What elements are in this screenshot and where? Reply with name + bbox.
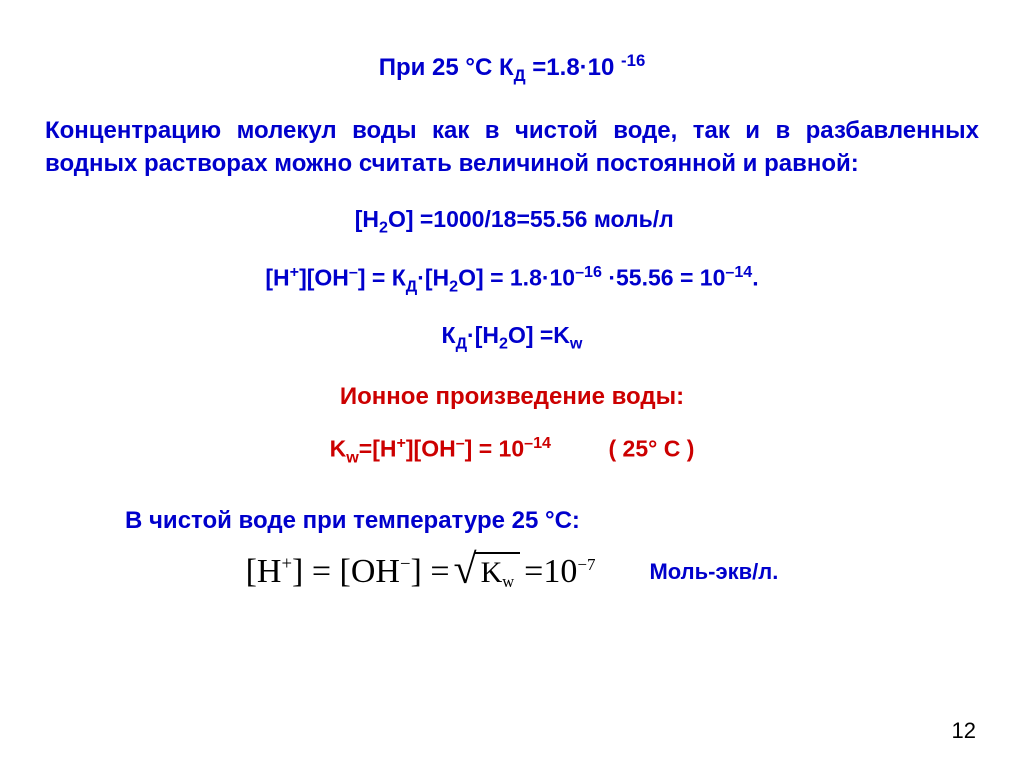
ion-product-derivation: [H+][OH–] = КД·[H2O] = 1.8·10–16 ·55.56 …: [45, 262, 979, 298]
s: –: [349, 263, 358, 281]
t: [H: [246, 553, 282, 590]
page-number: 12: [952, 718, 976, 744]
ionic-product-title: Ионное произведение воды:: [45, 381, 979, 413]
s: –16: [575, 263, 602, 281]
t: ] = [OH: [292, 553, 400, 590]
mol-ekv-label: Моль-экв/л.: [649, 559, 778, 585]
t: К: [442, 322, 456, 348]
h2o-concentration-eq: .[H2O] =1000/18=55.56 моль/л: [45, 204, 979, 239]
sub2: 2: [379, 219, 388, 237]
s: Д: [456, 334, 467, 352]
t2: O] =1000/18=55.56 моль/л: [388, 206, 674, 232]
sqrt: √ Kw: [454, 552, 521, 592]
t: [H: [265, 264, 289, 290]
sp: [551, 436, 609, 462]
t: .: [752, 264, 758, 290]
t: ][OH: [299, 264, 349, 290]
s: –14: [524, 434, 551, 452]
txt: При 25 °С К: [379, 54, 514, 81]
txt2: =1.8·10: [526, 54, 621, 81]
t: K: [330, 436, 347, 462]
t: O] =K: [508, 322, 570, 348]
s: +: [290, 263, 299, 281]
spacer: [45, 298, 979, 320]
t: =10: [524, 553, 577, 590]
spacer: [45, 180, 979, 204]
s: –: [456, 434, 465, 452]
t: ][OH: [406, 436, 456, 462]
s: w: [502, 572, 514, 591]
s: 2: [499, 334, 508, 352]
t: K: [481, 556, 503, 589]
spacer: [45, 355, 979, 381]
t: ] = 10: [465, 436, 524, 462]
kd-equals-kw: КД·[H2O] =Kw: [45, 320, 979, 355]
eq-rhs: =10−7: [524, 553, 595, 591]
t: O] = 1.8·10: [458, 264, 575, 290]
kw-definition: Kw=[H+][OH–] = 10–14 ( 25° С ): [45, 433, 979, 469]
s: +: [281, 553, 292, 574]
s: –14: [725, 263, 752, 281]
pure-water-line: В чистой воде при температуре 25 °С:: [45, 505, 979, 537]
s: w: [570, 334, 583, 352]
s: 2: [449, 277, 458, 295]
spacer: [45, 87, 979, 115]
t: ] =: [411, 553, 450, 590]
spacer: [45, 413, 979, 433]
eq-lhs: [H+] = [OH−] =: [246, 553, 450, 591]
t: ·[H: [417, 264, 449, 290]
sub: Д: [514, 66, 526, 85]
s: +: [396, 434, 405, 452]
sup: -16: [621, 51, 645, 70]
t: ·55.56 = 10: [602, 264, 725, 290]
t: [H: [355, 206, 379, 232]
s: Д: [406, 277, 417, 295]
spacer: [45, 240, 979, 262]
t: ] = К: [358, 264, 406, 290]
t: ( 25° С ): [609, 436, 695, 462]
kd-value-line: При 25 °С КД =1.8·10 -16: [45, 50, 979, 87]
s: −: [400, 553, 411, 574]
radicand: Kw: [475, 552, 521, 592]
spacer: [45, 469, 979, 505]
s: −7: [577, 555, 595, 574]
final-equation: [H+] = [OH−] = √ Kw =10−7 Моль-экв/л.: [45, 552, 979, 592]
t: ·[H: [467, 322, 499, 348]
s: w: [346, 448, 359, 466]
concentration-paragraph: Концентрацию молекул воды как в чистой в…: [45, 115, 979, 180]
t: =[H: [359, 436, 397, 462]
slide: При 25 °С КД =1.8·10 -16 Концентрацию мо…: [0, 0, 1024, 768]
radical-sign: √: [454, 552, 477, 590]
